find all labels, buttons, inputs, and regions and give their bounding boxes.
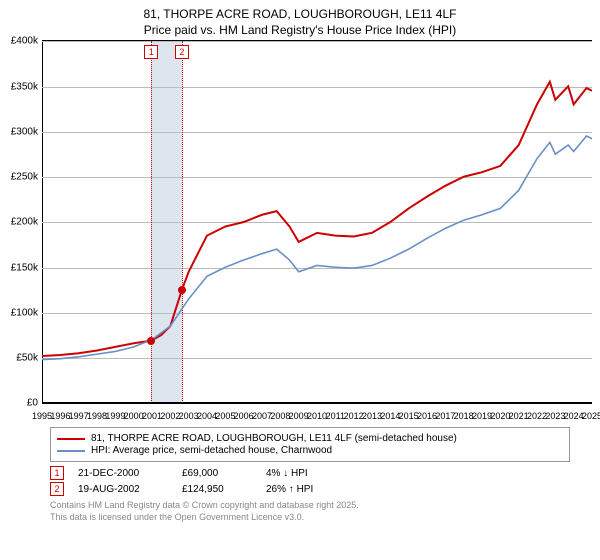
x-tick-label: 2005 bbox=[215, 411, 235, 421]
x-tick-label: 2019 bbox=[472, 411, 492, 421]
x-tick-label: 2015 bbox=[399, 411, 419, 421]
x-tick-label: 2012 bbox=[344, 411, 364, 421]
x-tick-label: 2018 bbox=[454, 411, 474, 421]
x-tick-label: 2025 bbox=[582, 411, 600, 421]
footer: Contains HM Land Registry data © Crown c… bbox=[50, 500, 570, 523]
event-delta-2: 26% ↑ HPI bbox=[266, 484, 313, 495]
legend-label-series-2: HPI: Average price, semi-detached house,… bbox=[91, 445, 332, 456]
event-date-1: 21-DEC-2000 bbox=[78, 468, 168, 479]
x-tick-label: 2008 bbox=[270, 411, 290, 421]
x-tick-label: 1996 bbox=[50, 411, 70, 421]
x-tick-label: 2006 bbox=[234, 411, 254, 421]
x-tick-label: 2021 bbox=[509, 411, 529, 421]
event-price-2: £124,950 bbox=[182, 484, 252, 495]
series-line-2 bbox=[42, 136, 592, 360]
x-tick-label: 2017 bbox=[435, 411, 455, 421]
x-tick-label: 2020 bbox=[490, 411, 510, 421]
x-tick-label: 2023 bbox=[545, 411, 565, 421]
x-tick-label: 2004 bbox=[197, 411, 217, 421]
x-tick-label: 2010 bbox=[307, 411, 327, 421]
x-tick-label: 2016 bbox=[417, 411, 437, 421]
event-delta-1: 4% ↓ HPI bbox=[266, 468, 308, 479]
chart-title: 81, THORPE ACRE ROAD, LOUGHBOROUGH, LE11… bbox=[0, 0, 600, 40]
x-tick-label: 2011 bbox=[326, 411, 345, 421]
event-list: 1 21-DEC-2000 £69,000 4% ↓ HPI 2 19-AUG-… bbox=[50, 466, 570, 496]
event-price-1: £69,000 bbox=[182, 468, 252, 479]
y-tick-label: £400k bbox=[11, 36, 42, 47]
x-tick-label: 2003 bbox=[179, 411, 199, 421]
legend: 81, THORPE ACRE ROAD, LOUGHBOROUGH, LE11… bbox=[50, 427, 570, 462]
y-tick-label: £0 bbox=[27, 398, 42, 409]
legend-swatch-series-2 bbox=[57, 450, 85, 452]
event-marker: 2 bbox=[175, 45, 189, 59]
y-tick-label: £50k bbox=[16, 353, 42, 364]
x-tick-label: 2013 bbox=[362, 411, 382, 421]
x-tick-label: 2007 bbox=[252, 411, 272, 421]
x-tick-label: 1999 bbox=[105, 411, 125, 421]
event-dot bbox=[178, 286, 186, 294]
event-dot bbox=[147, 337, 155, 345]
y-tick-label: £150k bbox=[11, 262, 42, 273]
y-tick-label: £350k bbox=[11, 81, 42, 92]
x-tick-label: 1998 bbox=[87, 411, 107, 421]
x-tick-label: 2022 bbox=[527, 411, 547, 421]
x-tick-label: 2002 bbox=[160, 411, 180, 421]
y-tick-label: £100k bbox=[11, 307, 42, 318]
event-date-2: 19-AUG-2002 bbox=[78, 484, 168, 495]
x-tick-label: 2009 bbox=[289, 411, 309, 421]
event-marker-2: 2 bbox=[50, 482, 64, 496]
chart: £0£50k£100k£150k£200k£250k£300k£350k£400… bbox=[42, 40, 592, 421]
event-marker: 1 bbox=[144, 45, 158, 59]
y-tick-label: £200k bbox=[11, 217, 42, 228]
x-tick-label: 2001 bbox=[142, 411, 162, 421]
legend-label-series-1: 81, THORPE ACRE ROAD, LOUGHBOROUGH, LE11… bbox=[91, 433, 457, 444]
legend-swatch-series-1 bbox=[57, 438, 85, 440]
event-marker-1: 1 bbox=[50, 466, 64, 480]
y-tick-label: £300k bbox=[11, 126, 42, 137]
x-tick-label: 2000 bbox=[124, 411, 144, 421]
x-tick-label: 2014 bbox=[380, 411, 400, 421]
x-tick-label: 2024 bbox=[564, 411, 584, 421]
x-tick-label: 1995 bbox=[32, 411, 52, 421]
series-line-1 bbox=[42, 82, 592, 356]
y-tick-label: £250k bbox=[11, 172, 42, 183]
x-tick-label: 1997 bbox=[69, 411, 89, 421]
